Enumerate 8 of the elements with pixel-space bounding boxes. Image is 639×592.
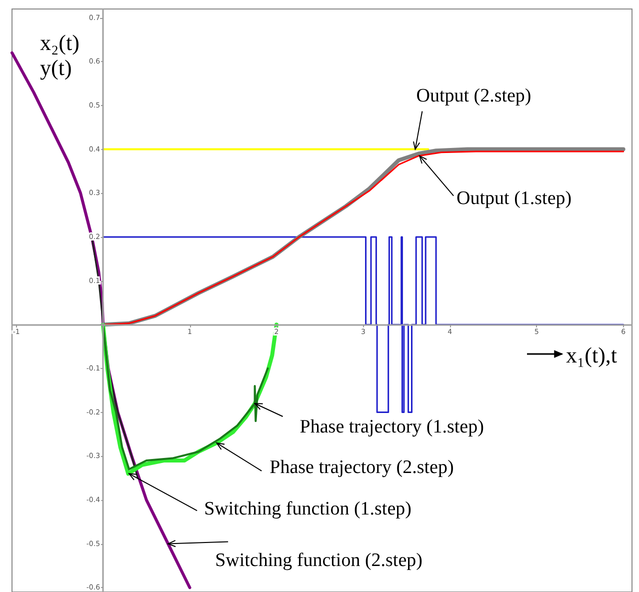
y-axis-title: x₂(t) y(t) <box>40 30 80 80</box>
annotation: Output (2.step) <box>416 85 532 106</box>
annotation: Output (1.step) <box>456 188 572 209</box>
annotation: Switching function (2.step) <box>215 550 422 571</box>
annotation: Switching function (1.step) <box>204 498 412 520</box>
x-axis-title: x₁(t),t <box>566 342 618 368</box>
annotation: Phase trajectory (2.step) <box>270 456 454 478</box>
annotation: Phase trajectory (1.step) <box>300 416 484 438</box>
